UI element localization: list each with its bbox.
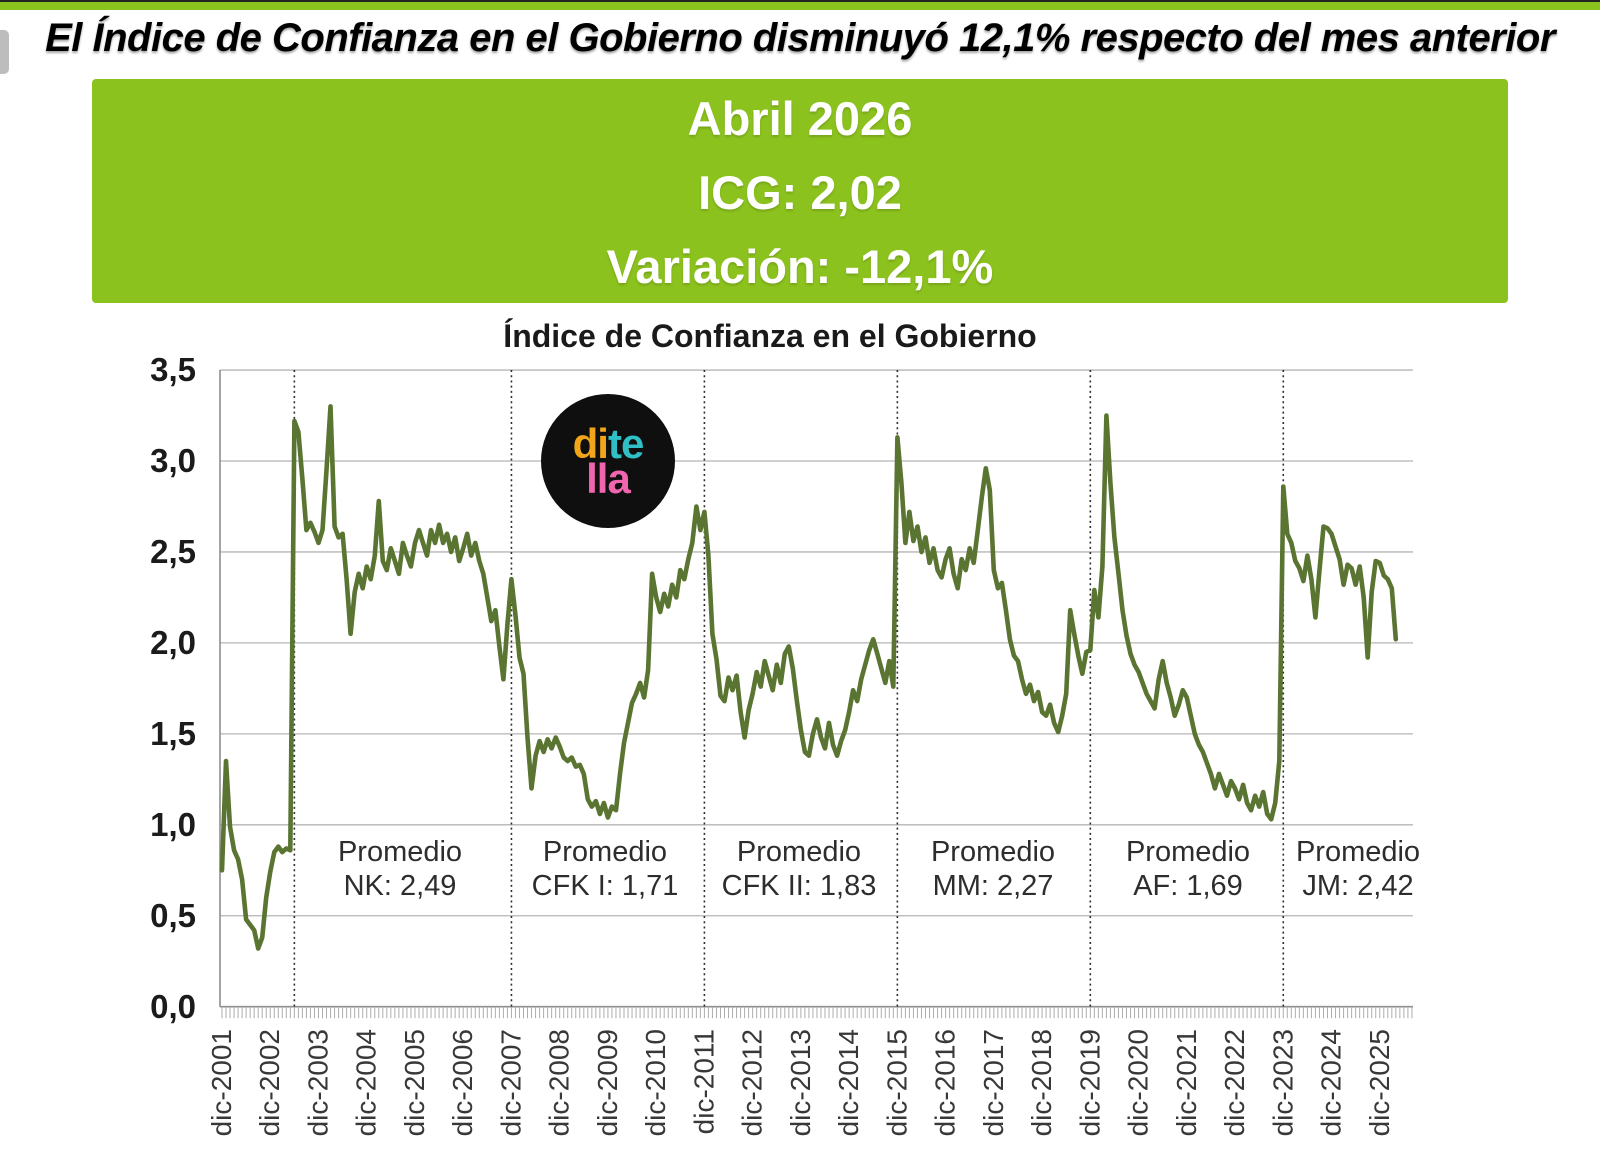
ditella-logo-line2: lla <box>586 458 631 500</box>
logo-di: di <box>572 420 609 467</box>
period-average-title: Promedio <box>337 836 463 868</box>
x-axis-tick-label: dic-2019 <box>1074 1029 1105 1136</box>
y-axis-tick-label: 3,5 <box>150 351 196 389</box>
period-average-value: CFK II: 1,83 <box>721 870 877 902</box>
x-axis-tick-label: dic-2018 <box>1026 1029 1057 1136</box>
x-axis-tick-label: dic-2017 <box>978 1029 1009 1136</box>
x-axis-tick-label: dic-2013 <box>785 1029 816 1136</box>
x-axis-tick-label: dic-2024 <box>1316 1029 1347 1136</box>
x-axis-tick-label: dic-2001 <box>206 1029 237 1136</box>
ditella-logo: dite lla <box>541 394 675 528</box>
summary-banner: Abril 2026 ICG: 2,02 Variación: -12,1% <box>92 79 1508 303</box>
x-axis-tick-label: dic-2020 <box>1123 1029 1154 1136</box>
x-axis-tick-label: dic-2025 <box>1364 1029 1395 1136</box>
x-axis-tick-label: dic-2007 <box>495 1029 526 1136</box>
headline: El Índice de Confianza en el Gobierno di… <box>45 16 1555 60</box>
period-average-label-jm: Promedio JM: 2,42 <box>1296 835 1420 903</box>
y-axis-tick-label: 0,5 <box>150 896 196 934</box>
period-average-title: Promedio <box>1295 836 1421 868</box>
y-axis-tick-label: 3,0 <box>150 442 196 479</box>
x-axis-tick-label: dic-2010 <box>640 1029 671 1136</box>
x-axis-tick-label: dic-2022 <box>1219 1029 1250 1136</box>
x-axis-tick-label: dic-2015 <box>881 1029 912 1136</box>
y-axis-tick-label: 2,5 <box>150 532 196 570</box>
period-average-value: MM: 2,27 <box>932 870 1054 902</box>
period-average-label-cfk-i: Promedio CFK I: 1,71 <box>532 835 679 903</box>
x-axis-tick-label: dic-2012 <box>737 1029 768 1136</box>
x-axis-tick-label: dic-2011 <box>688 1029 719 1134</box>
x-axis-tick-label: dic-2016 <box>930 1029 961 1136</box>
x-axis-tick-label: dic-2002 <box>254 1029 285 1136</box>
x-axis-tick-label: dic-2005 <box>399 1029 430 1136</box>
x-axis-tick-label: dic-2006 <box>447 1029 478 1136</box>
banner-variation: Variación: -12,1% <box>606 240 994 293</box>
window-edge-artifact <box>0 30 9 74</box>
ditella-logo-line1: dite <box>573 423 645 465</box>
period-average-value: CFK I: 1,71 <box>531 870 679 902</box>
y-axis-tick-label: 1,5 <box>150 714 196 752</box>
period-average-label-cfk-ii: Promedio CFK II: 1,83 <box>722 835 877 903</box>
period-average-title: Promedio <box>930 836 1056 868</box>
period-average-title: Promedio <box>1125 836 1251 868</box>
y-axis-tick-label: 0,0 <box>150 987 196 1025</box>
period-average-label-mm: Promedio MM: 2,27 <box>931 835 1055 903</box>
top-accent-bar <box>0 0 1600 10</box>
banner-month: Abril 2026 <box>687 92 913 145</box>
x-axis-tick-label: dic-2021 <box>1171 1029 1202 1136</box>
x-axis-tick-label: dic-2009 <box>592 1029 623 1136</box>
x-axis-tick-label: dic-2023 <box>1267 1029 1298 1136</box>
chart-title: Índice de Confianza en el Gobierno <box>503 318 1037 354</box>
period-average-label-nk: Promedio NK: 2,49 <box>338 835 462 903</box>
banner-icg-value: ICG: 2,02 <box>698 166 902 219</box>
icg-series-line <box>219 404 1399 951</box>
period-average-value: NK: 2,49 <box>343 870 457 902</box>
period-average-label-af: Promedio AF: 1,69 <box>1126 835 1250 903</box>
x-axis-tick-label: dic-2004 <box>351 1029 382 1136</box>
logo-te: te <box>607 420 644 467</box>
x-axis-tick-label: dic-2003 <box>302 1029 333 1136</box>
x-axis-tick-label: dic-2008 <box>544 1029 575 1136</box>
period-average-title: Promedio <box>542 836 668 868</box>
y-axis-tick-label: 2,0 <box>150 623 196 661</box>
x-axis-tick-label: dic-2014 <box>833 1029 864 1136</box>
y-axis-tick-label: 1,0 <box>150 805 196 843</box>
logo-lla: lla <box>586 455 631 502</box>
period-average-value: AF: 1,69 <box>1133 870 1243 902</box>
period-average-title: Promedio <box>736 836 862 868</box>
period-average-value: JM: 2,42 <box>1302 870 1414 902</box>
